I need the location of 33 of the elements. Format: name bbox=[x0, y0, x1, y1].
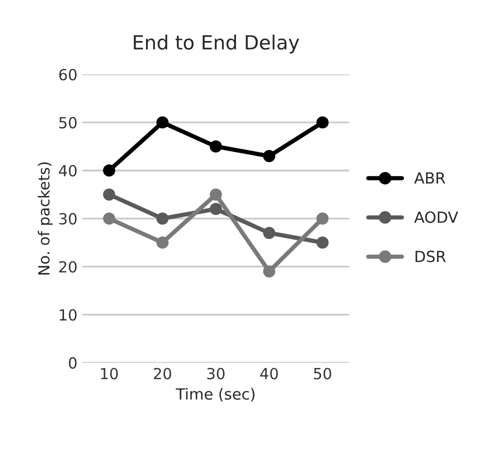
chart-title: End to End Delay bbox=[134, 34, 300, 54]
y-tick-label: 30 bbox=[59, 213, 77, 225]
point bbox=[316, 212, 329, 225]
point bbox=[103, 188, 116, 201]
point bbox=[156, 212, 169, 225]
y-tick-label: 40 bbox=[58, 164, 77, 177]
point bbox=[103, 164, 116, 177]
x-tick-label: 40 bbox=[260, 368, 278, 380]
legend-label: ABR bbox=[414, 172, 446, 184]
point bbox=[210, 202, 222, 216]
point bbox=[263, 265, 276, 278]
x-tick-label: 10 bbox=[101, 368, 118, 380]
point bbox=[156, 236, 169, 249]
x-tick-label: 20 bbox=[154, 368, 172, 380]
legend-label: AODV bbox=[414, 211, 458, 223]
point bbox=[210, 140, 222, 153]
x-axis-title: Time (sec) bbox=[176, 388, 254, 402]
y-tick-label: 0 bbox=[68, 357, 77, 369]
x-tick-label: 30 bbox=[207, 368, 225, 380]
x-tick-label: 50 bbox=[314, 368, 332, 380]
point bbox=[103, 212, 116, 225]
y-tick-label: 10 bbox=[60, 309, 77, 321]
point bbox=[263, 150, 276, 162]
point bbox=[210, 188, 222, 201]
point bbox=[316, 116, 329, 129]
legend-label: DSR bbox=[416, 250, 446, 262]
y-tick-label: 50 bbox=[59, 116, 77, 128]
y-tick-label: 60 bbox=[59, 68, 77, 80]
point bbox=[263, 226, 276, 240]
point bbox=[156, 116, 169, 129]
point bbox=[316, 236, 329, 249]
y-tick-label: 20 bbox=[59, 261, 77, 273]
y-axis-title: No. of packets) bbox=[38, 162, 53, 274]
